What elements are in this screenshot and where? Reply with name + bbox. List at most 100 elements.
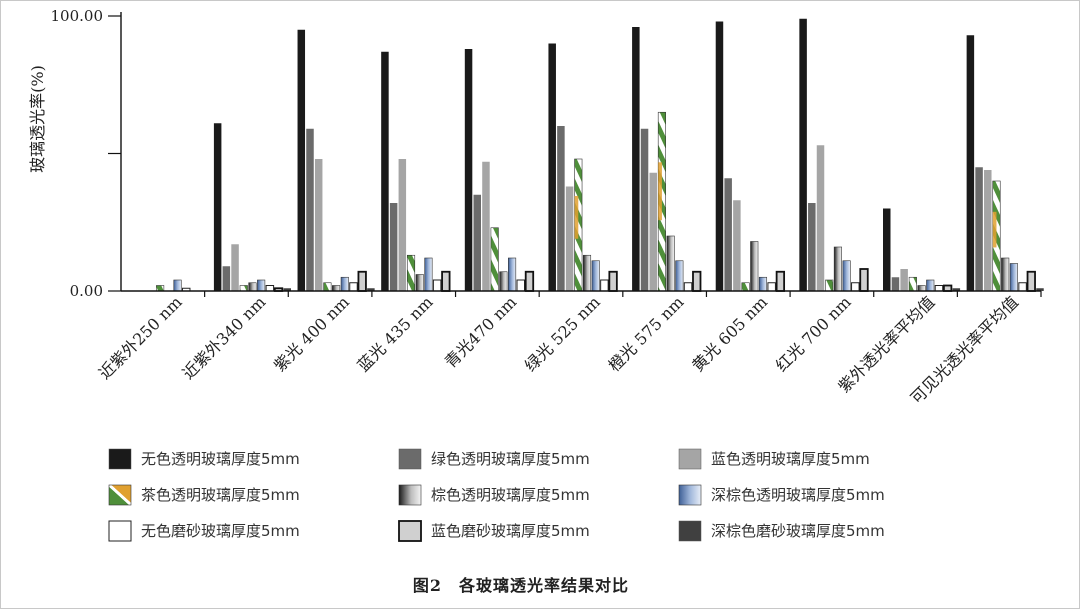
bar-5-cat-5 xyxy=(499,271,508,292)
bar-3-cat-11 xyxy=(984,170,992,291)
bar-5-cat-10 xyxy=(917,285,926,292)
bar-3-cat-3 xyxy=(314,159,323,291)
bar-6-cat-9 xyxy=(842,260,851,292)
bar-5-cat-11 xyxy=(1001,257,1010,292)
bar-2-cat-8 xyxy=(724,178,732,291)
bar-7-cat-6 xyxy=(600,279,609,292)
bar-4-cat-8 xyxy=(741,282,750,292)
bar-3-cat-4 xyxy=(398,159,407,291)
bar-7-cat-7 xyxy=(683,282,693,292)
category-label-3: 紫光 400 nm xyxy=(270,292,353,375)
bar-8-cat-9 xyxy=(859,268,869,292)
bar-3-cat-5 xyxy=(482,161,490,291)
bar-7-cat-10 xyxy=(934,285,944,292)
bar-9-cat-2 xyxy=(283,288,291,291)
bar-6-cat-8 xyxy=(758,276,768,292)
bar-8-cat-6 xyxy=(608,270,618,292)
bar-1-cat-10 xyxy=(883,208,891,291)
bar-4-cat-3 xyxy=(323,282,332,292)
legend-swatch-1 xyxy=(108,448,132,470)
category-label-1: 近紫外250 nm xyxy=(95,292,186,383)
legend-swatch-2 xyxy=(398,448,422,470)
bar-1-cat-4 xyxy=(381,51,389,291)
bar-6-cat-1 xyxy=(173,279,182,292)
bar-1-cat-9 xyxy=(799,18,807,291)
bar-1-cat-3 xyxy=(297,29,306,291)
bar-2-cat-9 xyxy=(808,203,816,291)
bar-5-cat-7 xyxy=(666,235,675,292)
bar-2-cat-10 xyxy=(891,277,900,291)
bar-8-cat-5 xyxy=(524,270,535,292)
bar-9-cat-11 xyxy=(1036,288,1044,291)
bar-3-cat-9 xyxy=(816,145,825,291)
bar-4-cat-2 xyxy=(239,285,248,292)
legend-label-5: 棕色透明玻璃厚度5mm xyxy=(431,486,590,504)
bar-3-cat-7 xyxy=(649,172,657,291)
bar-4-cat-9 xyxy=(825,279,834,292)
bar-8-cat-8 xyxy=(775,270,786,292)
bar-5-cat-2 xyxy=(248,282,257,292)
legend-label-1: 无色透明玻璃厚度5mm xyxy=(141,450,300,468)
figure-caption: 图2 各玻璃透光率结果对比 xyxy=(413,576,629,595)
bar-9-cat-3 xyxy=(367,288,375,291)
legend: 无色透明玻璃厚度5mm 绿色透明玻璃厚度5mm 蓝色透明玻璃厚度5mm 茶色透明玻璃厚… xyxy=(108,448,885,542)
bar-8-cat-7 xyxy=(692,270,702,292)
bar-6-cat-11 xyxy=(1009,263,1018,292)
bar-9-cat-10 xyxy=(952,288,961,291)
bar-7-cat-2 xyxy=(265,285,275,292)
category-label-9: 红光 700 nm xyxy=(772,292,855,375)
legend-swatch-8 xyxy=(398,520,422,542)
bar-1-cat-5 xyxy=(464,49,473,291)
legend-swatch-6 xyxy=(678,484,702,506)
bar-5-cat-9 xyxy=(833,246,842,292)
legend-swatch-9 xyxy=(678,520,702,542)
bar-2-cat-4 xyxy=(389,203,398,291)
bar-3-cat-6 xyxy=(565,186,574,291)
bar-6-cat-2 xyxy=(257,279,266,292)
bars-group xyxy=(156,18,1044,292)
legend-swatch-7 xyxy=(108,520,132,542)
legend-swatch-5 xyxy=(398,484,422,506)
category-label-5: 青光470 nm xyxy=(441,292,520,371)
bar-2-cat-7 xyxy=(640,128,649,291)
legend-label-9: 深棕色磨砂玻璃厚度5mm xyxy=(711,522,885,540)
bar-5-cat-6 xyxy=(582,254,592,292)
bar-7-cat-3 xyxy=(349,282,358,292)
legend-label-8: 蓝色磨砂玻璃厚度5mm xyxy=(431,522,590,540)
bar-accent-4-cat-11 xyxy=(992,211,997,248)
bar-8-cat-10 xyxy=(943,284,953,292)
bar-2-cat-6 xyxy=(557,126,565,291)
bar-2-cat-2 xyxy=(222,266,231,291)
category-label-2: 近紫外340 nm xyxy=(179,292,270,383)
bar-7-cat-11 xyxy=(1018,282,1027,292)
bar-5-cat-3 xyxy=(332,285,341,292)
legend-label-7: 无色磨砂玻璃厚度5mm xyxy=(141,522,300,540)
bar-6-cat-3 xyxy=(340,276,349,292)
legend-label-6: 深棕色透明玻璃厚度5mm xyxy=(711,486,885,504)
bar-3-cat-10 xyxy=(900,269,908,291)
bar-1-cat-8 xyxy=(715,21,724,291)
bar-6-cat-6 xyxy=(591,260,600,292)
bar-1-cat-11 xyxy=(966,35,975,291)
bar-3-cat-8 xyxy=(733,200,741,291)
category-label-6: 绿光 525 nm xyxy=(521,292,604,375)
category-label-4: 蓝光 435 nm xyxy=(354,292,437,375)
bar-2-cat-3 xyxy=(306,128,314,291)
bar-1-cat-2 xyxy=(213,123,222,291)
bar-7-cat-9 xyxy=(851,282,860,292)
category-label-7: 橙光 575 nm xyxy=(605,292,688,375)
bar-4-cat-4 xyxy=(406,254,416,292)
bar-4-cat-5 xyxy=(490,227,499,292)
legend-swatch-3 xyxy=(678,448,702,470)
bar-accent-4-cat-6 xyxy=(574,195,579,239)
bar-5-cat-8 xyxy=(750,241,759,292)
bar-1-cat-6 xyxy=(548,43,556,291)
bar-2-cat-11 xyxy=(975,167,983,291)
y-axis-label: 玻璃透光率(%) xyxy=(28,65,47,173)
bar-8-cat-3 xyxy=(357,270,367,292)
bar-4-cat-10 xyxy=(908,276,917,292)
bar-accent-4-cat-7 xyxy=(658,162,662,221)
